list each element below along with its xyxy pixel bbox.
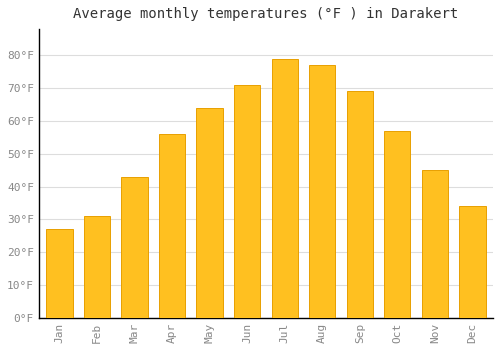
Bar [309, 65, 336, 318]
Bar [159, 134, 185, 318]
Bar [234, 85, 260, 318]
Title: Average monthly temperatures (°F ) in Darakert: Average monthly temperatures (°F ) in Da… [74, 7, 458, 21]
Bar [196, 108, 223, 318]
Bar [272, 58, 298, 318]
Bar [384, 131, 410, 318]
Bar [84, 216, 110, 318]
Bar [346, 91, 373, 318]
Bar [422, 170, 448, 318]
Bar [122, 177, 148, 318]
Bar [46, 229, 72, 318]
Bar [460, 206, 485, 318]
